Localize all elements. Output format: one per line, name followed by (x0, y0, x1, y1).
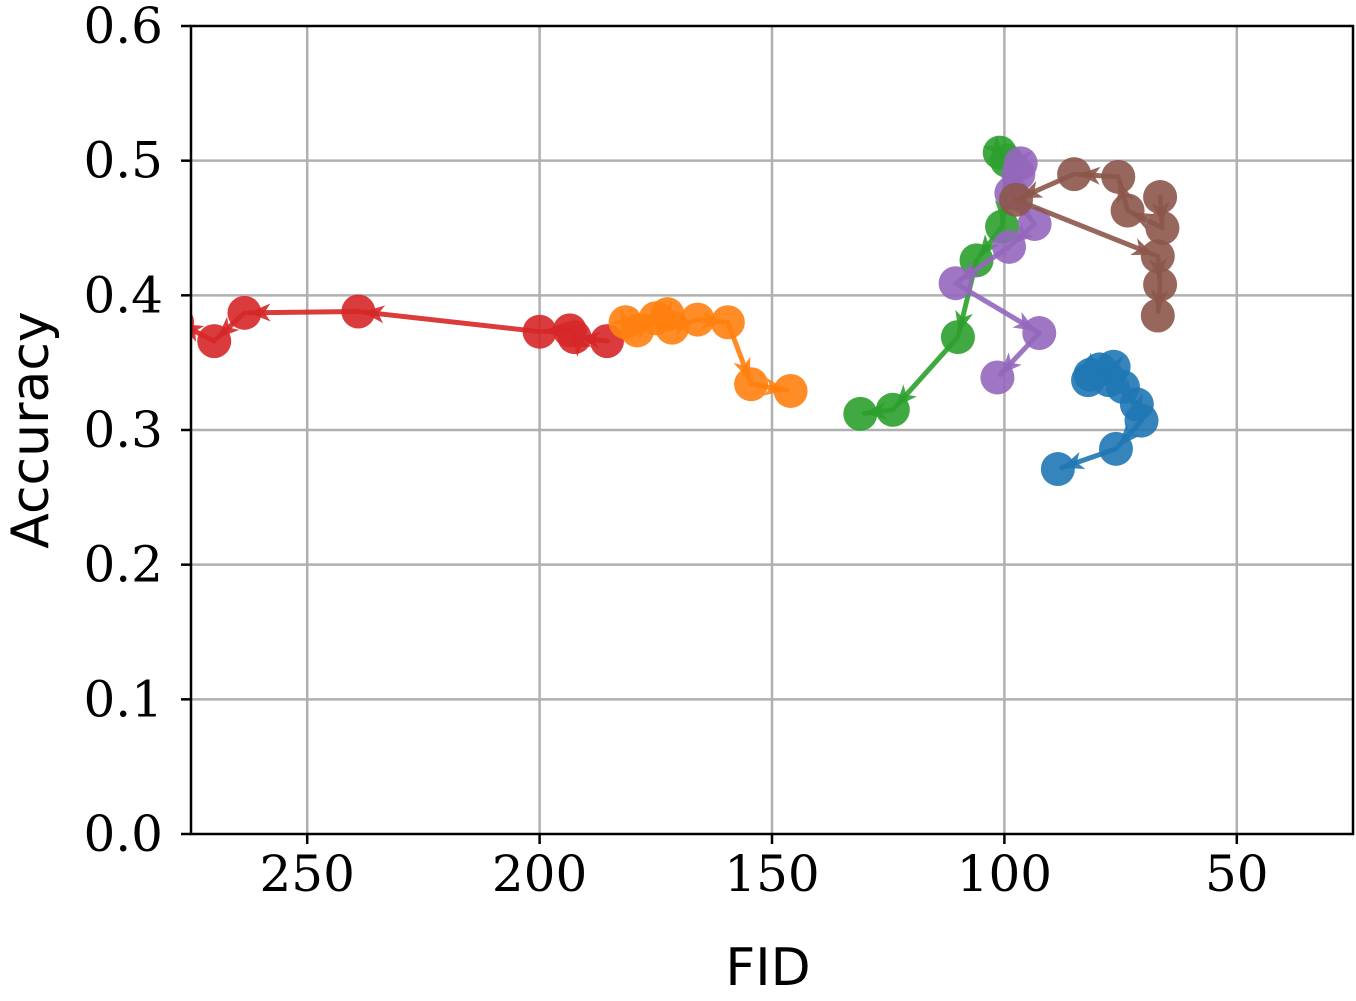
x-tick-label: 250 (259, 845, 354, 903)
data-point (1110, 193, 1145, 228)
data-point (680, 302, 715, 337)
y-tick-label: 0.2 (83, 536, 163, 594)
data-point (992, 229, 1027, 264)
data-point (999, 182, 1034, 217)
y-axis-label: Accuracy (1, 311, 61, 548)
data-point (522, 314, 557, 349)
data-point (1143, 180, 1178, 215)
data-point (1145, 211, 1180, 245)
series-5 (999, 157, 1180, 333)
data-point (1098, 431, 1133, 466)
data-point (843, 396, 878, 431)
data-point (1057, 157, 1092, 192)
data-point (773, 373, 808, 408)
series-2 (608, 297, 808, 408)
data-point (1143, 267, 1178, 302)
data-point (1101, 159, 1136, 194)
grid (191, 26, 1353, 834)
data-point (875, 392, 910, 427)
x-tick-label: 50 (1205, 845, 1269, 903)
data-point (1017, 206, 1052, 241)
x-tick-label: 150 (724, 845, 819, 903)
data-point (1140, 298, 1175, 333)
data-series (191, 135, 1180, 487)
data-point (552, 313, 587, 348)
y-tick-label: 0.5 (83, 132, 163, 190)
series-4 (938, 146, 1057, 395)
x-tick-label: 200 (492, 845, 587, 903)
data-point (655, 310, 690, 345)
y-tick-label: 0.3 (83, 401, 163, 459)
x-axis-label: FID (725, 938, 810, 998)
series-1 (191, 294, 624, 359)
data-point (197, 324, 232, 359)
data-point (1040, 452, 1075, 487)
data-point (938, 266, 973, 301)
axis-ticks: 250 200 150 100 50 0.0 0.1 0.2 0.3 0.4 0.5 0.6 (83, 0, 1268, 903)
data-point (341, 294, 376, 329)
series-arrow-line (245, 308, 361, 316)
y-tick-label: 0.4 (83, 266, 163, 324)
data-point (1124, 403, 1159, 438)
data-point (980, 360, 1015, 395)
data-point (227, 295, 262, 330)
y-tick-label: 0.6 (83, 0, 163, 55)
data-point (710, 305, 745, 340)
x-tick-label: 100 (957, 845, 1052, 903)
data-point (191, 312, 195, 332)
y-tick-label: 0.0 (83, 805, 163, 863)
series-arrow-head (191, 324, 205, 343)
series-arrow-line (1013, 197, 1157, 258)
data-point (1022, 316, 1057, 351)
series-arrow-line (359, 309, 543, 335)
series-6 (1040, 349, 1159, 487)
y-tick-label: 0.1 (83, 670, 163, 728)
data-point (1140, 239, 1175, 274)
data-point (734, 367, 769, 402)
data-point (940, 320, 975, 355)
